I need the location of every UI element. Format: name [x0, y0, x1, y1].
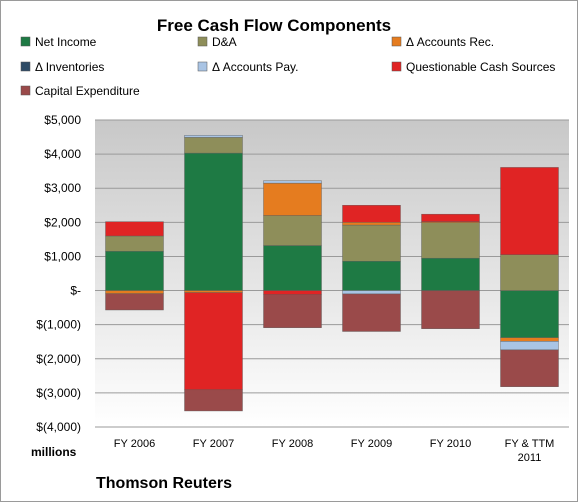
legend-label-capital-expenditure: Capital Expenditure	[35, 84, 140, 98]
bar-net-income-fy-2008	[263, 245, 322, 291]
legend-label-questionable-cash-sources: Questionable Cash Sources	[406, 60, 555, 74]
x-tick-label: FY 2006	[114, 438, 155, 450]
legend-swatch-d-a	[197, 36, 208, 47]
bar-accounts-pay-fy-ttm-2011	[500, 341, 559, 351]
plot-area	[95, 120, 569, 427]
chart-title: Free Cash Flow Components	[157, 16, 391, 35]
bar-net-income-fy-ttm-2011	[500, 290, 559, 338]
bar-net-income-fy-2010	[421, 257, 480, 291]
source-label: Thomson Reuters	[96, 475, 232, 492]
y-tick-label: $(2,000)	[36, 352, 81, 366]
bar-d-a-fy-2010	[421, 222, 480, 259]
chart-legend: Net Income D&A Δ Accounts Rec. Δ Inventorie…	[20, 35, 555, 98]
legend-swatch-inventories	[20, 61, 31, 72]
bar-capital-expenditure-fy-2010	[421, 290, 480, 329]
bar-accounts-rec-fy-2009	[342, 222, 401, 226]
units-label: millions	[31, 445, 77, 459]
bar-capital-expenditure-fy-2009	[342, 293, 401, 332]
bar-accounts-pay-fy-2009	[342, 290, 401, 295]
x-tick-label: FY 2010	[430, 438, 471, 450]
bar-questionable-cash-sources-fy-2007	[184, 292, 243, 391]
legend-label-net-income: Net Income	[35, 35, 97, 49]
legend-label-d-a: D&A	[212, 35, 237, 49]
x-axis-ticks: FY 2006 FY 2007 FY 2008 FY 2009 FY 2010 FY & …	[114, 438, 555, 464]
legend-label-accounts-pay: Δ Accounts Pay.	[212, 60, 299, 74]
y-tick-label: $(3,000)	[36, 386, 81, 400]
y-tick-label: $5,000	[44, 113, 81, 127]
bar-accounts-pay-fy-2007	[184, 135, 243, 138]
bar-accounts-rec-fy-2006	[105, 290, 164, 294]
bar-d-a-fy-2007	[184, 137, 243, 154]
bars	[105, 135, 559, 412]
y-tick-label: $(1,000)	[36, 318, 81, 332]
bar-questionable-cash-sources-fy-2008	[263, 290, 322, 295]
y-tick-label: $3,000	[44, 181, 81, 195]
x-tick-label: FY 2008	[272, 438, 313, 450]
bar-capital-expenditure-fy-2007	[184, 389, 243, 412]
y-axis-ticks: $5,000 $4,000 $3,000 $2,000 $1,000 $- $(1,000)…	[36, 113, 81, 434]
bar-net-income-fy-2009	[342, 261, 401, 291]
x-tick-label: FY 2007	[193, 438, 234, 450]
bar-net-income-fy-2007	[184, 152, 243, 291]
y-tick-label: $(4,000)	[36, 420, 81, 434]
bar-questionable-cash-sources-fy-2009	[342, 205, 401, 223]
y-tick-label: $-	[70, 284, 81, 298]
bar-questionable-cash-sources-fy-ttm-2011	[500, 167, 559, 255]
y-tick-label: $4,000	[44, 147, 81, 161]
y-tick-label: $1,000	[44, 249, 81, 263]
legend-label-accounts-rec: Δ Accounts Rec.	[406, 35, 494, 49]
legend-swatch-accounts-rec	[391, 36, 402, 47]
bar-capital-expenditure-fy-ttm-2011	[500, 349, 559, 387]
bar-d-a-fy-2009	[342, 224, 401, 262]
bar-d-a-fy-2006	[105, 235, 164, 252]
legend-swatch-capital-expenditure	[20, 85, 31, 96]
legend-label-inventories: Δ Inventories	[35, 60, 104, 74]
bar-capital-expenditure-fy-2008	[263, 294, 322, 328]
x-tick-label: FY 2009	[351, 438, 392, 450]
grid-lines	[95, 119, 569, 428]
bar-accounts-rec-fy-ttm-2011	[500, 337, 559, 342]
bar-questionable-cash-sources-fy-2010	[421, 213, 480, 222]
x-tick-label: FY & TTM 2011	[505, 438, 555, 464]
y-tick-label: $2,000	[44, 215, 81, 229]
bar-accounts-rec-fy-2008	[263, 182, 322, 216]
legend-swatch-accounts-pay	[197, 61, 208, 72]
bar-capital-expenditure-fy-2006	[105, 293, 164, 311]
bar-d-a-fy-2008	[263, 215, 322, 246]
legend-swatch-questionable-cash-sources	[391, 61, 402, 72]
bar-net-income-fy-2006	[105, 251, 164, 291]
bar-d-a-fy-ttm-2011	[500, 254, 559, 291]
legend-swatch-net-income	[20, 36, 31, 47]
bar-questionable-cash-sources-fy-2006	[105, 221, 164, 237]
bar-accounts-rec-fy-2007	[184, 290, 243, 293]
bar-accounts-pay-fy-2008	[263, 180, 322, 184]
